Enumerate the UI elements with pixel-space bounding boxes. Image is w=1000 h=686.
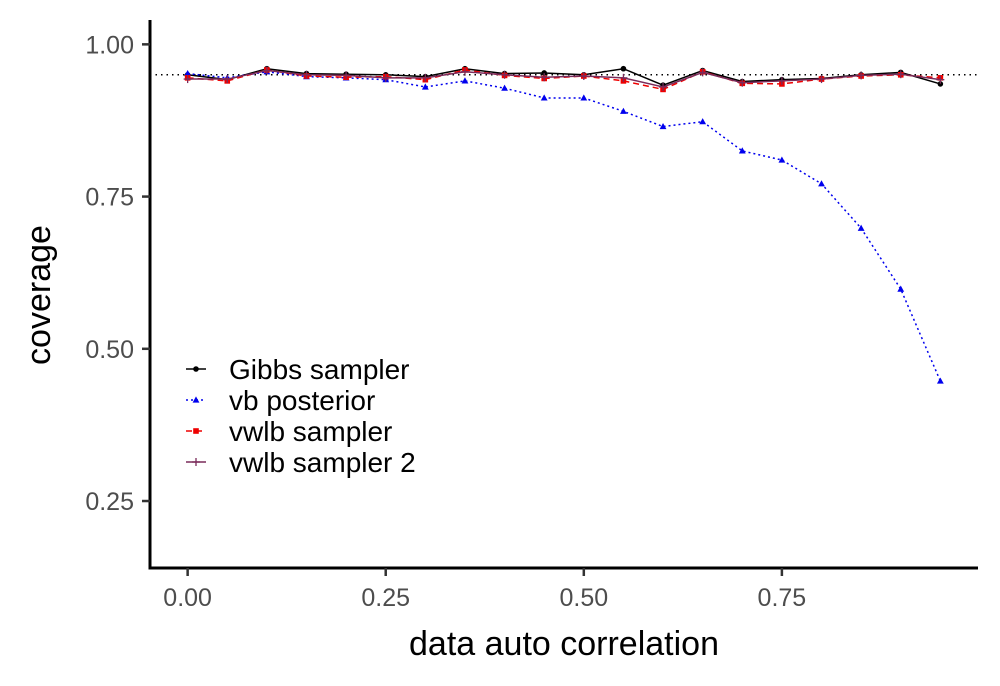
series-vb-posterior [184, 68, 944, 384]
series-line [187, 69, 941, 88]
legend-label: Gibbs sampler [229, 354, 410, 385]
series-line [187, 70, 942, 382]
point [580, 94, 588, 101]
point [192, 396, 200, 403]
point [897, 285, 905, 292]
point [223, 75, 232, 84]
point [193, 428, 199, 434]
point [620, 65, 627, 72]
point [540, 73, 549, 82]
point [619, 73, 628, 82]
point [421, 83, 429, 90]
point [896, 70, 905, 79]
ticks: 0.25 0.50 0.75 1.00 0.00 0.25 0.50 0.75 [85, 31, 806, 612]
point [937, 81, 944, 87]
point [460, 67, 469, 76]
point [184, 69, 192, 77]
point [302, 70, 311, 79]
point [183, 75, 192, 84]
legend-label: vb posterior [229, 385, 375, 416]
point [699, 118, 707, 125]
y-tick-label: 1.00 [85, 31, 134, 59]
point [501, 84, 508, 91]
point [381, 73, 390, 82]
point [936, 75, 945, 84]
point [193, 366, 199, 372]
point [192, 458, 200, 466]
point [262, 66, 271, 75]
legend-label: vwlb sampler [229, 416, 392, 447]
series-layer [183, 65, 945, 384]
point [342, 71, 351, 80]
x-tick-label: 0.75 [758, 584, 807, 612]
y-tick-label: 0.25 [85, 488, 134, 516]
legend-item: vwlb sampler [186, 416, 392, 447]
y-tick-label: 0.75 [85, 184, 134, 212]
point [540, 94, 548, 101]
legend-label: vwlb sampler 2 [229, 447, 416, 478]
point [738, 78, 747, 87]
point [738, 147, 746, 154]
legend-item: vwlb sampler 2 [186, 447, 416, 478]
point [857, 71, 866, 80]
point [778, 156, 786, 163]
y-axis-title: coverage [20, 225, 58, 365]
point [541, 70, 547, 76]
point [659, 122, 667, 130]
point [461, 77, 469, 84]
point [818, 180, 825, 187]
point [500, 70, 509, 79]
x-axis-title: data auto correlation [409, 625, 719, 663]
point [421, 73, 430, 82]
axes [148, 20, 978, 570]
y-tick-label: 0.50 [85, 336, 134, 364]
series-vwlb-sampler [184, 67, 944, 93]
x-tick-label: 0.25 [361, 584, 410, 612]
series-vwlb-sampler-2 [183, 66, 945, 91]
point [817, 75, 826, 84]
point [777, 76, 786, 85]
legend-item: Gibbs sampler [186, 354, 410, 385]
point [659, 82, 668, 91]
x-tick-label: 0.00 [163, 584, 212, 612]
point [936, 377, 944, 384]
legend-item: vb posterior [186, 385, 375, 416]
x-tick-label: 0.50 [559, 584, 608, 612]
point [620, 107, 627, 114]
point [857, 224, 865, 231]
point [579, 72, 588, 81]
point [698, 68, 707, 77]
